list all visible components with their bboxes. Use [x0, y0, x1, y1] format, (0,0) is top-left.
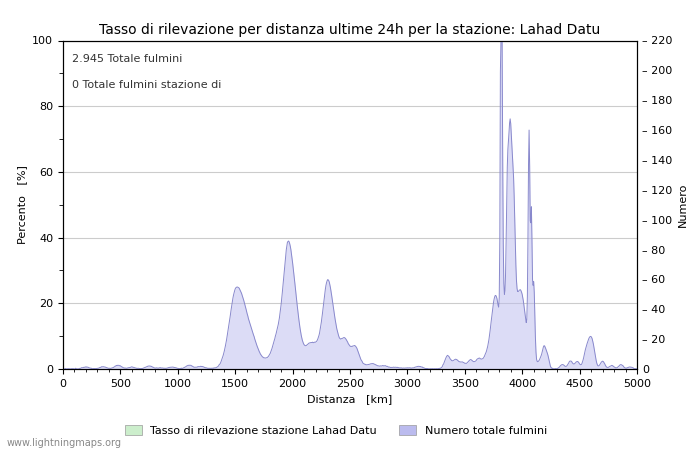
Y-axis label: Numero: Numero	[678, 183, 688, 227]
X-axis label: Distanza   [km]: Distanza [km]	[307, 394, 393, 404]
Legend: Tasso di rilevazione stazione Lahad Datu, Numero totale fulmini: Tasso di rilevazione stazione Lahad Datu…	[120, 420, 552, 440]
Text: www.lightningmaps.org: www.lightningmaps.org	[7, 438, 122, 448]
Title: Tasso di rilevazione per distanza ultime 24h per la stazione: Lahad Datu: Tasso di rilevazione per distanza ultime…	[99, 22, 601, 36]
Y-axis label: Percento   [%]: Percento [%]	[17, 165, 27, 244]
Text: 2.945 Totale fulmini: 2.945 Totale fulmini	[71, 54, 182, 63]
Text: 0 Totale fulmini stazione di: 0 Totale fulmini stazione di	[71, 80, 221, 90]
